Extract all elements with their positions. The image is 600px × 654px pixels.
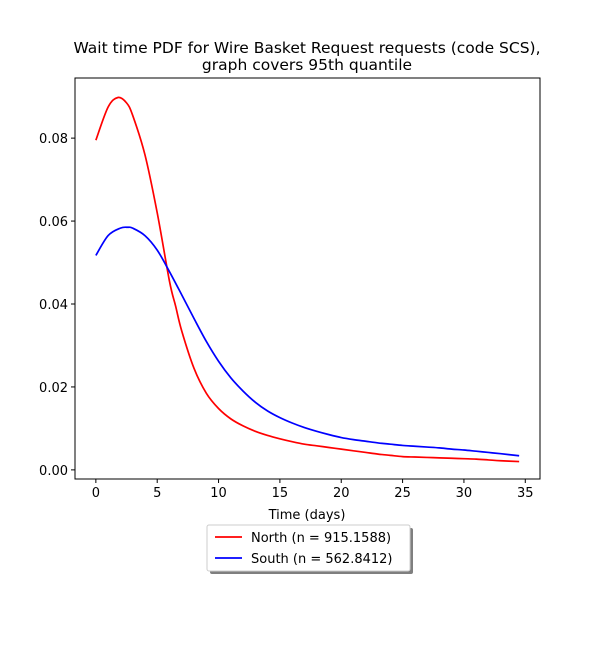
y-tick-label: 0.04 xyxy=(39,298,68,313)
x-tick-label: 15 xyxy=(272,486,289,501)
x-tick-label: 20 xyxy=(333,486,350,501)
series-line-north xyxy=(95,96,520,463)
y-tick-label: 0.08 xyxy=(39,132,68,147)
x-tick-label: 10 xyxy=(210,486,227,501)
legend-label-north: North (n = 915.1588) xyxy=(251,531,391,546)
y-tick-label: 0.02 xyxy=(39,381,68,396)
x-tick-label: 0 xyxy=(92,486,100,501)
x-tick-label: 30 xyxy=(456,486,473,501)
y-tick-label: 0.00 xyxy=(39,464,68,479)
plot-frame xyxy=(74,77,541,480)
y-tick-label: 0.06 xyxy=(39,215,68,230)
x-axis-label: Time (days) xyxy=(268,508,346,523)
chart-title-line2: graph covers 95th quantile xyxy=(202,56,412,74)
legend: North (n = 915.1588) South (n = 562.8412) xyxy=(206,524,413,574)
chart-title-line1: Wait time PDF for Wire Basket Request re… xyxy=(73,39,540,57)
x-tick-label: 25 xyxy=(394,486,411,501)
legend-box xyxy=(206,524,411,572)
x-tick-label: 5 xyxy=(153,486,161,501)
legend-label-south: South (n = 562.8412) xyxy=(251,552,392,567)
x-tick-label: 35 xyxy=(517,486,534,501)
series-line-south xyxy=(95,226,520,457)
plot-area: 0 5 10 15 20 25 30 35 0.00 0.02 0.04 0.06 0.08 xyxy=(39,96,534,501)
